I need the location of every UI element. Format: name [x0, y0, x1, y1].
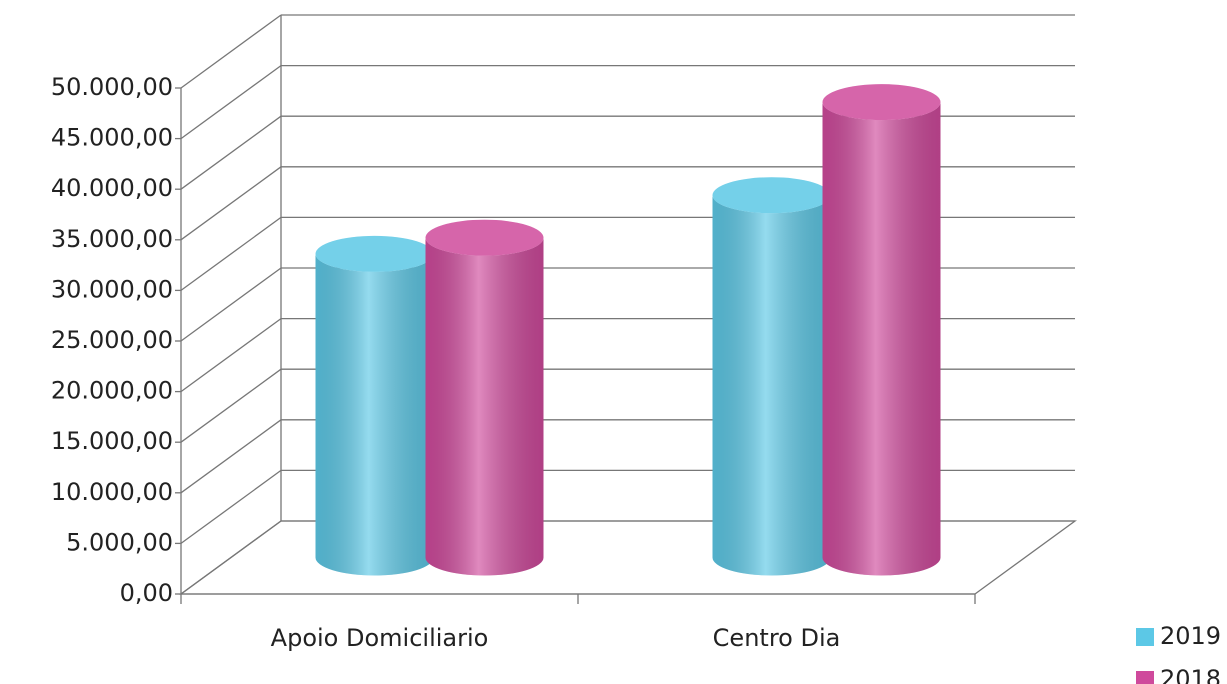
bar-shade: [822, 102, 941, 576]
bar-top: [315, 235, 434, 272]
bar-shade: [712, 195, 831, 576]
y-tick-label: 40.000,00: [51, 174, 173, 202]
bar-top: [712, 177, 831, 214]
y-tick-label: 30.000,00: [51, 275, 173, 303]
floor: [179, 520, 1077, 595]
grid-line: [180, 469, 282, 544]
grid-line: [180, 318, 282, 393]
legend-swatch: [1136, 628, 1154, 646]
y-tick-label: 0,00: [120, 579, 173, 607]
legend-label: 2018: [1160, 665, 1221, 684]
y-tick-label: 50.000,00: [51, 73, 173, 101]
y-tick-label: 45.000,00: [51, 124, 173, 152]
bar-top-shade: [712, 177, 831, 214]
legend-swatch: [1136, 671, 1154, 684]
y-tick-label: 10.000,00: [51, 478, 173, 506]
grid-line: [180, 216, 282, 291]
grid-line: [180, 419, 282, 494]
bar-top-shade: [315, 235, 434, 272]
bar-top-shade: [425, 219, 544, 256]
grid-line: [180, 166, 282, 241]
grid-line: [180, 520, 282, 595]
y-tick-label: 15.000,00: [51, 427, 173, 455]
bar-shade: [315, 253, 434, 576]
y-tick-label: 25.000,00: [51, 326, 173, 354]
bar-top: [425, 219, 544, 256]
y-tick-label: 35.000,00: [51, 225, 173, 253]
grid-line: [180, 267, 282, 342]
bar-top: [822, 84, 941, 121]
x-tick-label: Apoio Domiciliario: [271, 624, 489, 652]
grid-line: [180, 115, 282, 190]
bar-top-shade: [822, 84, 941, 121]
grid-line: [180, 368, 282, 443]
grid-line: [180, 65, 282, 140]
bar-shade: [425, 237, 544, 576]
x-tick-label: Centro Dia: [713, 624, 841, 652]
legend-label: 2019: [1160, 622, 1221, 650]
y-tick-label: 5.000,00: [66, 528, 173, 556]
grid-line: [180, 14, 282, 89]
y-tick-label: 20.000,00: [51, 377, 173, 405]
